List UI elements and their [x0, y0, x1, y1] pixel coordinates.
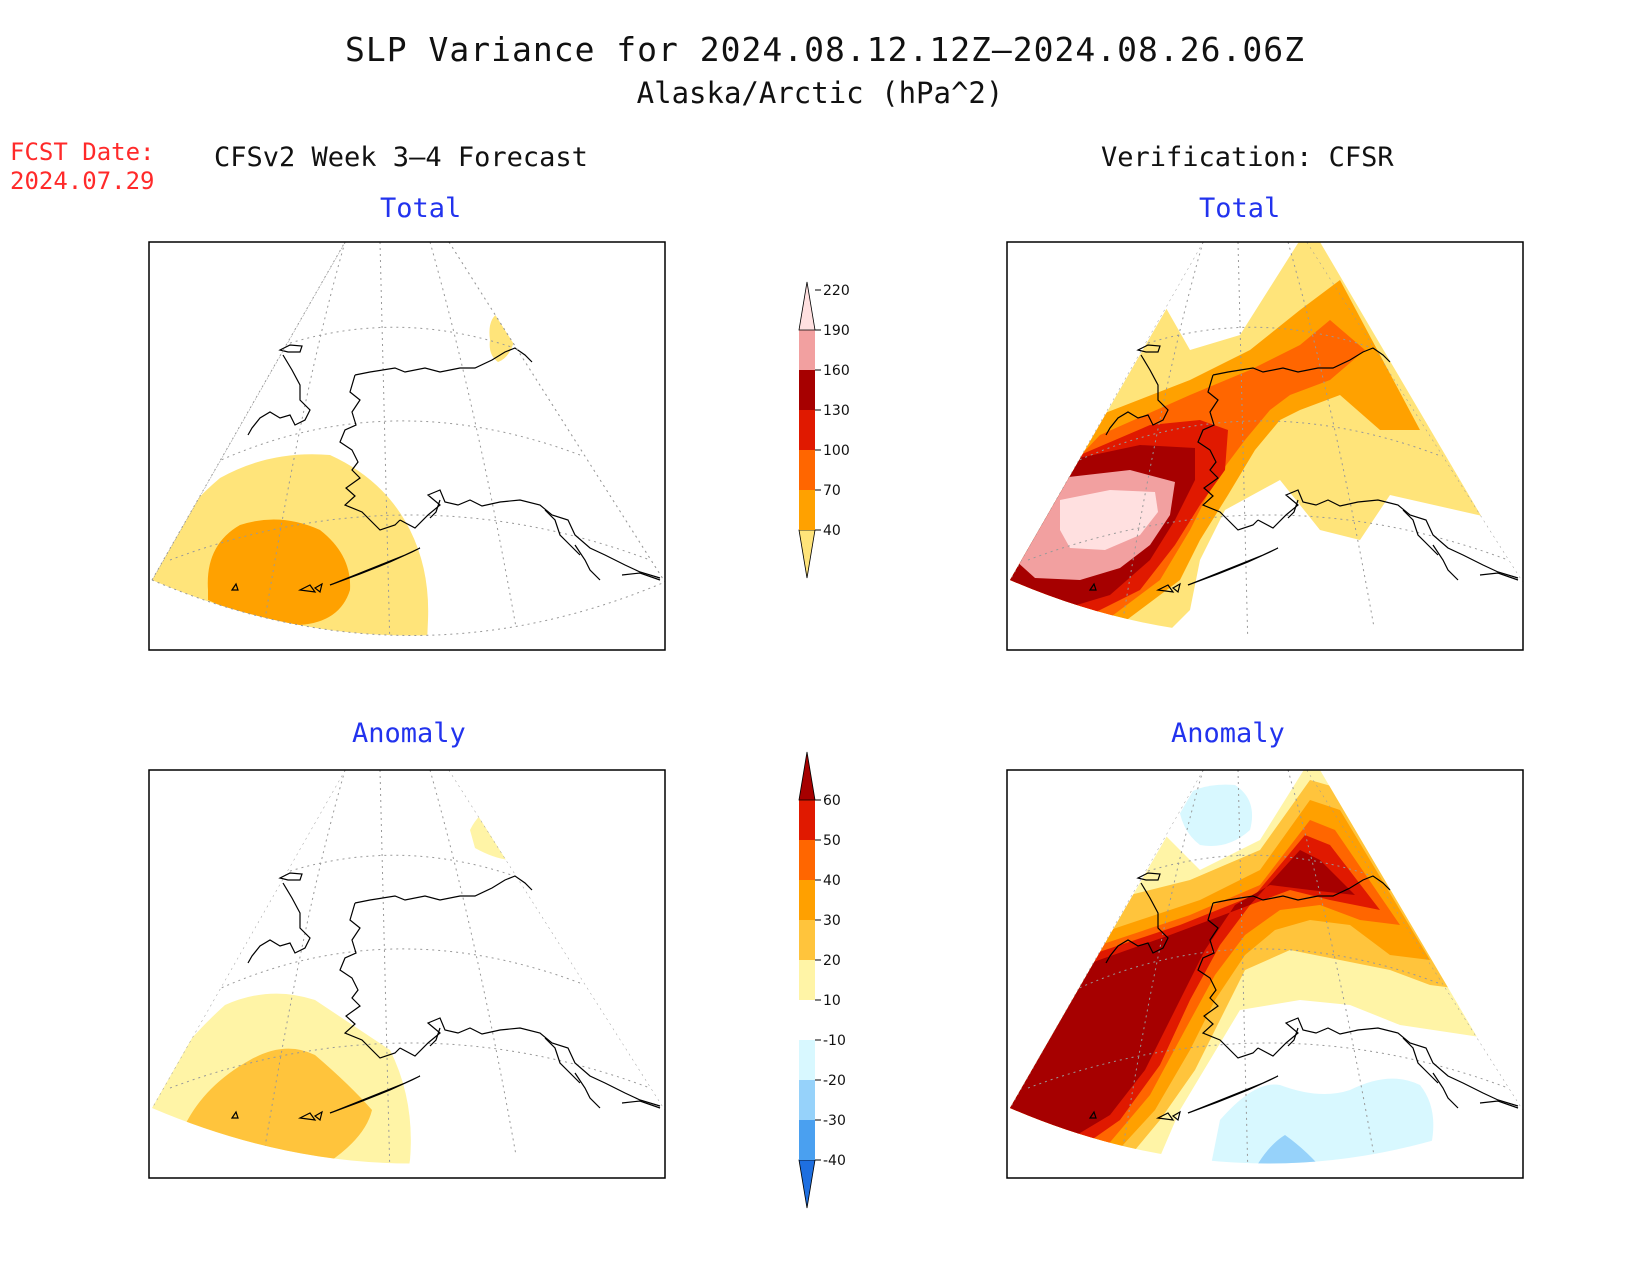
- anomaly-colorbar-segment: [799, 960, 815, 1000]
- forecast-total-title: Total: [380, 193, 462, 224]
- anomaly-colorbar-segment: [799, 920, 815, 960]
- anomaly-colorbar-segment: [798, 1159, 816, 1209]
- anomaly-colorbar-segment: [799, 800, 815, 840]
- main-subtitle: Alaska/Arctic (hPa^2): [636, 76, 1004, 110]
- verification-total-title: Total: [1199, 193, 1281, 224]
- fill-60-plus: [1010, 850, 1355, 1148]
- total-colorbar-segment: [799, 490, 815, 530]
- anomaly-colorbar: -40 -30 -20 -10 10 20 30 40 50 60: [798, 751, 846, 1209]
- total-colorbar-segment: [798, 281, 816, 331]
- total-colorbar-tick-label: 220: [823, 283, 850, 299]
- fcst-date-block: FCST Date: 2024.07.29: [10, 138, 155, 196]
- fill-neg10-neg20-north: [1178, 784, 1253, 846]
- anomaly-colorbar-tick-label: -30: [823, 1113, 846, 1129]
- verification-anomaly-overlays: [1006, 769, 1524, 1179]
- anomaly-colorbar-tick-label: -40: [823, 1153, 846, 1169]
- anomaly-colorbar-tick-label: -10: [823, 1033, 846, 1049]
- anomaly-colorbar-tick-label: 40: [823, 873, 841, 889]
- verification-anomaly-frame: [1006, 769, 1524, 1179]
- main-title: SLP Variance for 2024.08.12.12Z—2024.08.…: [345, 30, 1305, 69]
- anomaly-colorbar-tick-label: -20: [823, 1073, 846, 1089]
- anomaly-colorbar-tick-label: 60: [823, 793, 841, 809]
- total-colorbar-tick-label: 40: [823, 523, 841, 539]
- fill-70-100: [207, 519, 351, 625]
- fcst-date-label: FCST Date:: [10, 138, 155, 166]
- verification-total-contours: [1010, 242, 1500, 636]
- total-colorbar-tick-label: 190: [823, 323, 850, 339]
- forecast-anomaly-overlays: [148, 769, 666, 1179]
- total-colorbar: 40 70 100 130 160 190 220: [798, 281, 850, 579]
- fill-neg10-neg20-south: [1200, 1078, 1440, 1164]
- total-colorbar-segment: [798, 529, 816, 579]
- total-colorbar-tick-label: 130: [823, 403, 850, 419]
- anomaly-colorbar-segment: [799, 1080, 815, 1120]
- total-colorbar-segment: [799, 330, 815, 370]
- anomaly-colorbar-tick-label: 30: [823, 913, 841, 929]
- total-colorbar-segment: [799, 450, 815, 490]
- verification-anomaly-contours: [1010, 770, 1500, 1164]
- total-colorbar-tick-label: 70: [823, 483, 841, 499]
- anomaly-colorbar-segment: [799, 840, 815, 880]
- anomaly-colorbar-segment: [798, 751, 816, 801]
- anomaly-colorbar-tick-label: 50: [823, 833, 841, 849]
- anomaly-colorbar-segment: [799, 880, 815, 920]
- anomaly-colorbar-segment: [799, 1000, 815, 1040]
- anomaly-colorbar-segment: [799, 1120, 815, 1160]
- forecast-total-frame: [148, 241, 666, 651]
- verification-column-title: Verification: CFSR: [1101, 142, 1394, 173]
- forecast-total-map: [148, 241, 666, 651]
- fill-220-plus: [1060, 490, 1158, 550]
- verification-total-overlays: [1006, 241, 1524, 651]
- total-colorbar-tick-label: 160: [823, 363, 850, 379]
- verification-anomaly-title: Anomaly: [1171, 718, 1285, 749]
- anomaly-colorbar-tick-label: 20: [823, 953, 841, 969]
- verification-total-frame: [1006, 241, 1524, 651]
- forecast-anomaly-map: [148, 769, 666, 1179]
- anomaly-colorbar-segment: [799, 1040, 815, 1080]
- fill-40-70-north: [489, 312, 516, 362]
- forecast-column-title: CFSv2 Week 3—4 Forecast: [214, 142, 588, 173]
- forecast-anomaly-frame: [148, 769, 666, 1179]
- forecast-anomaly-contours: [152, 811, 520, 1164]
- fcst-date-value: 2024.07.29: [10, 167, 155, 195]
- total-colorbar-segment: [799, 370, 815, 410]
- verification-anomaly-map: [1006, 769, 1524, 1179]
- forecast-anomaly-title: Anomaly: [352, 718, 466, 749]
- total-colorbar-tick-label: 100: [823, 443, 850, 459]
- anomaly-colorbar-tick-label: 10: [823, 993, 841, 1009]
- verification-total-map: [1006, 241, 1524, 651]
- total-colorbar-segment: [799, 410, 815, 450]
- fill-10-20-north: [470, 811, 520, 861]
